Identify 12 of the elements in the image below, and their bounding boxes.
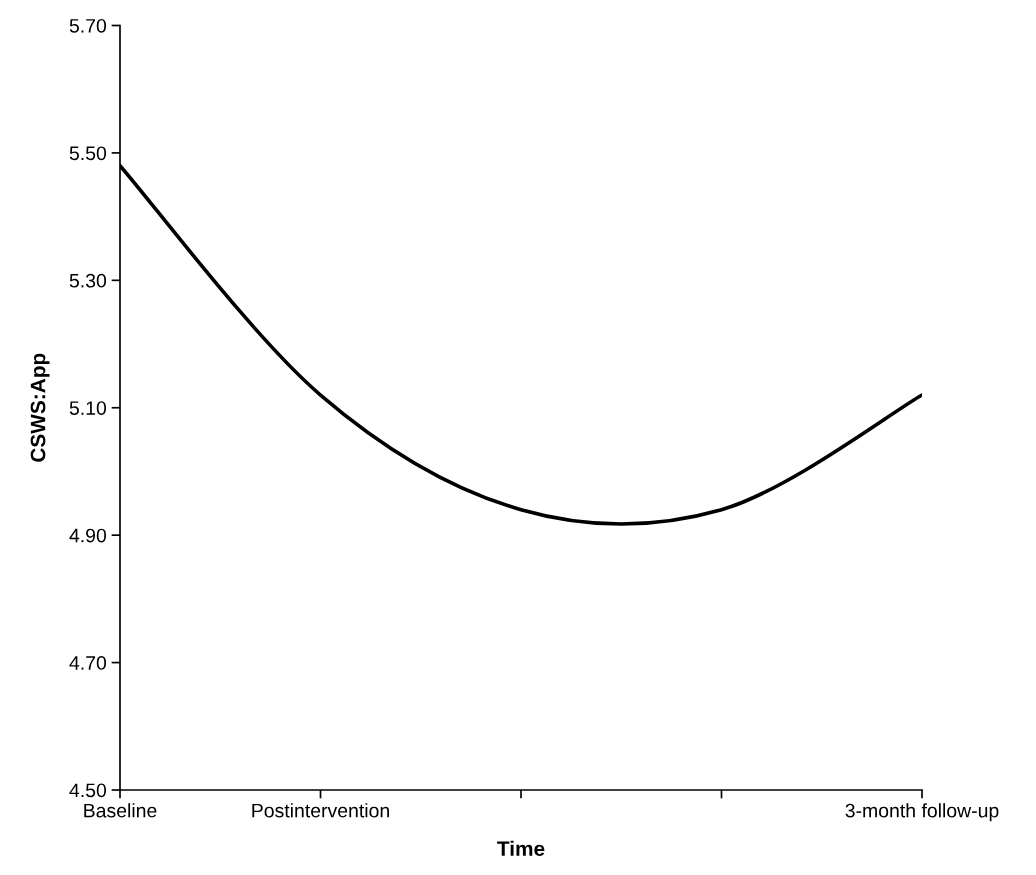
y-axis-title: CSWS:App xyxy=(30,353,50,462)
x-axis-title: Time xyxy=(497,840,545,857)
x-tick-label: Postintervention xyxy=(252,803,389,818)
y-tick-label: 5.10 xyxy=(69,401,107,415)
y-tick-label: 4.50 xyxy=(69,783,107,798)
y-tick-label: 5.50 xyxy=(69,146,107,161)
y-tick-label: 4.90 xyxy=(69,528,107,543)
y-tick-label: 5.70 xyxy=(69,18,107,33)
y-tick-label: 4.70 xyxy=(69,656,107,670)
x-tick-label: Baseline xyxy=(84,803,157,818)
x-tick-label: 3-month follow-up xyxy=(845,803,999,822)
y-tick-label: 5.30 xyxy=(69,273,107,288)
